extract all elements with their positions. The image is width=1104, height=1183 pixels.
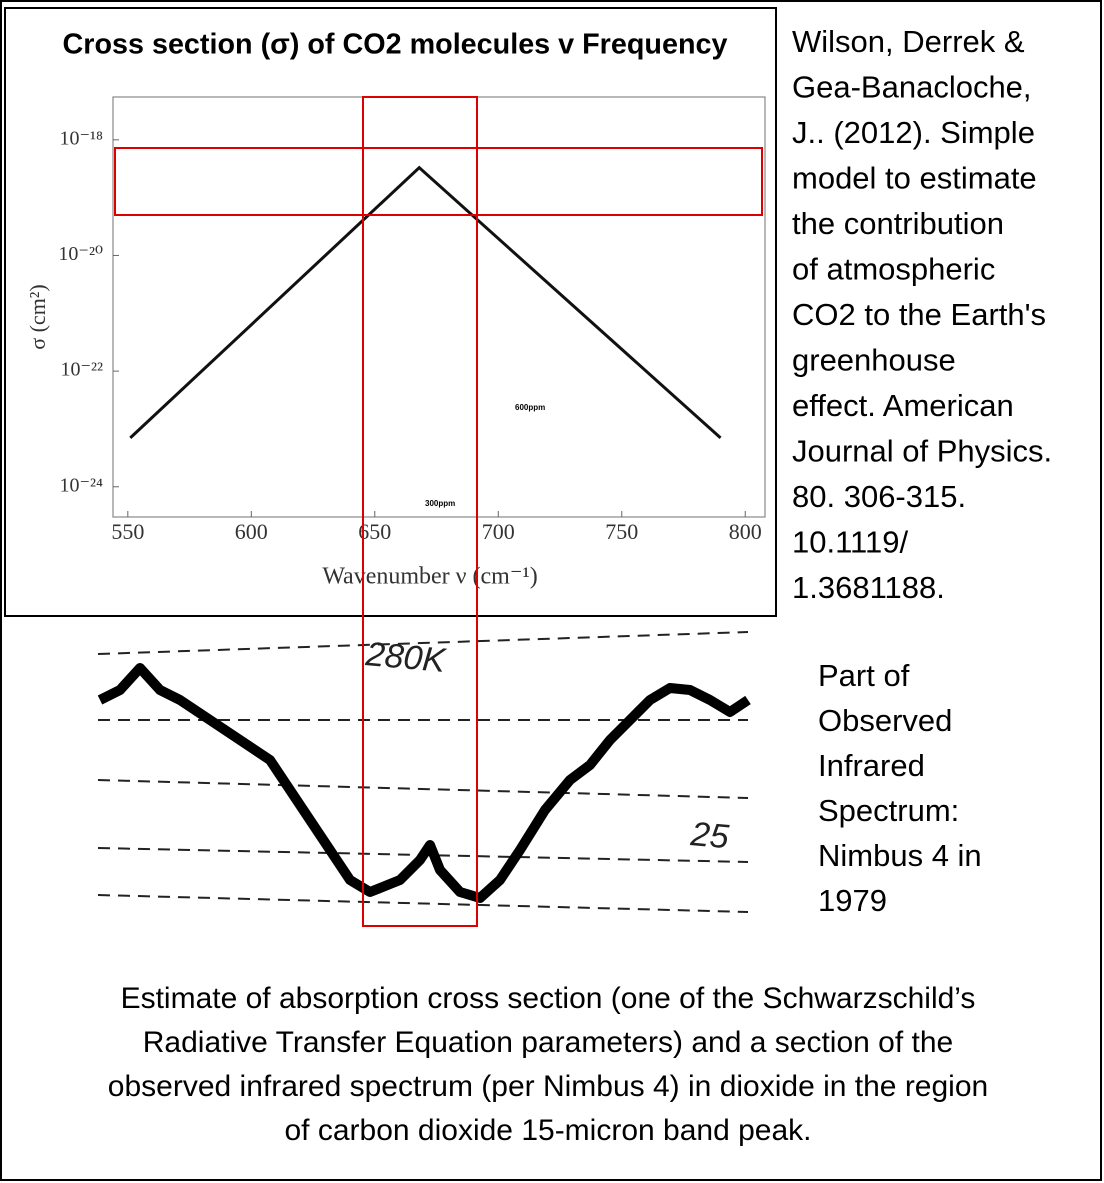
temperature-label: 280K: [363, 635, 448, 680]
y-axis-label: σ (cm²): [25, 284, 50, 349]
series-line: [129, 165, 722, 440]
citation-line: Journal of Physics.: [792, 434, 1052, 469]
citation-line: Gea-Banacloche,: [792, 70, 1032, 105]
x-tick-label: 700: [482, 519, 515, 544]
annotation: 300ppm: [425, 499, 455, 508]
y-tick-label: 10⁻¹⁸: [59, 127, 103, 149]
annotation: 600ppm: [515, 403, 545, 412]
citation-line: 10.1119/: [792, 525, 908, 560]
text-blocks: Wilson, Derrek & Gea-Banacloche, J.. (2012…: [108, 24, 1052, 1147]
spectrum-description: Nimbus 4 in: [818, 838, 982, 873]
citation-line: 1.3681188.: [792, 570, 945, 605]
dashed-line: [97, 779, 749, 799]
y-tick-label: 10⁻²⁰: [58, 243, 103, 265]
y-tick-label: 10⁻²⁴: [59, 474, 103, 496]
spectrum-curve: [97, 663, 751, 903]
x-tick-label: 750: [605, 519, 638, 544]
citation-line: greenhouse: [792, 343, 956, 378]
citation-line: CO2 to the Earth's: [792, 297, 1046, 332]
highlight-box: [362, 96, 478, 927]
citation-line: J.. (2012). Simple: [792, 115, 1035, 150]
x-tick-label: 550: [111, 519, 144, 544]
citation-line: effect. American: [792, 388, 1014, 423]
spectrum-description: Infrared: [818, 748, 925, 783]
citation-line: Wilson, Derrek &: [792, 24, 1025, 59]
highlight-box: [114, 147, 763, 216]
chart-title: Cross section (σ) of CO2 molecules v Fre…: [63, 29, 728, 61]
x-tick-label: 600: [235, 519, 268, 544]
caption-line: Radiative Transfer Equation parameters) …: [143, 1026, 953, 1059]
x-tick-label: 800: [729, 519, 762, 544]
spectrum-image: 280K 25: [97, 631, 751, 913]
caption-line: observed infrared spectrum (per Nimbus 4…: [108, 1070, 988, 1103]
citation-line: the contribution: [792, 206, 1004, 241]
dashed-line: [97, 631, 749, 655]
caption-line: of carbon dioxide 15-micron band peak.: [285, 1114, 812, 1147]
temperature-label: 25: [688, 815, 730, 856]
spectrum-description: Part of: [818, 658, 910, 693]
citation-line: of atmospheric: [792, 252, 995, 287]
chart-frame: [4, 7, 777, 617]
citation-line: model to estimate: [792, 161, 1037, 196]
spectrum-description: 1979: [818, 883, 887, 918]
caption-line: Estimate of absorption cross section (on…: [121, 982, 976, 1015]
y-tick-label: 10⁻²²: [60, 359, 103, 381]
spectrum-description: Spectrum:: [818, 793, 959, 828]
spectrum-description: Observed: [818, 703, 952, 738]
dashed-line: [97, 894, 749, 913]
x-axis-label: Wavenumber ν (cm⁻¹): [322, 564, 537, 590]
citation-line: 80. 306-315.: [792, 479, 966, 514]
